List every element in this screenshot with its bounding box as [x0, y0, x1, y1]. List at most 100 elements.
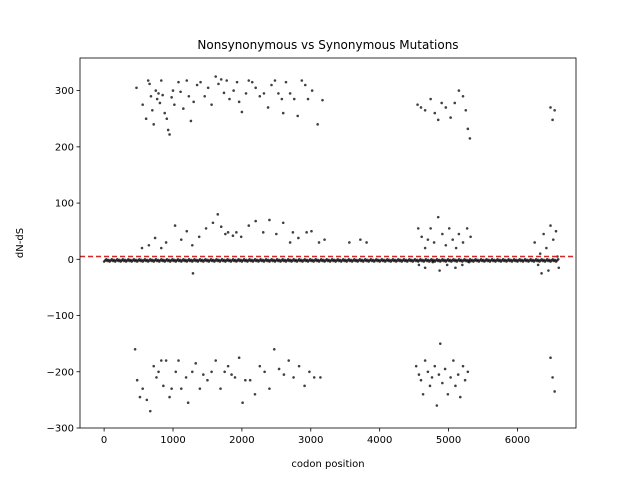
- scatter-point: [296, 114, 299, 118]
- scatter-point: [232, 89, 235, 92]
- scatter-point: [457, 232, 461, 236]
- scatter-point: [457, 89, 461, 92]
- scatter-point: [230, 373, 233, 376]
- scatter-point: [184, 376, 188, 379]
- scatter-point: [135, 86, 138, 90]
- baseline-point: [556, 258, 560, 261]
- scatter-point: [162, 384, 165, 388]
- scatter-point: [465, 227, 469, 230]
- scatter-point: [141, 387, 144, 390]
- y-tick-label: 0: [68, 255, 74, 266]
- scatter-point: [219, 78, 223, 81]
- scatter-point: [166, 128, 170, 132]
- scatter-point: [224, 232, 227, 236]
- scatter-point: [453, 101, 457, 105]
- scatter-point: [446, 392, 450, 396]
- x-tick-label: 5000: [436, 435, 461, 446]
- scatter-point: [440, 101, 443, 105]
- scatter-point: [250, 80, 254, 84]
- scatter-point: [148, 82, 151, 86]
- scatter-point: [549, 224, 552, 227]
- scatter-point: [171, 89, 175, 92]
- scatter-point: [157, 92, 160, 95]
- scatter-point: [141, 103, 144, 106]
- scatter-point: [365, 241, 368, 244]
- scatter-point: [149, 94, 153, 98]
- scatter-point: [292, 376, 295, 379]
- scatter-point: [536, 263, 540, 267]
- scatter-point: [217, 82, 220, 86]
- scatter-point: [435, 404, 439, 407]
- scatter-point: [270, 83, 273, 87]
- scatter-point: [191, 272, 195, 275]
- scatter-point: [466, 370, 470, 374]
- scatter-point: [319, 376, 322, 379]
- scatter-point: [444, 243, 448, 247]
- scatter-point: [203, 94, 206, 98]
- scatter-point: [547, 269, 550, 272]
- scatter-point: [303, 384, 306, 388]
- scatter-point: [421, 392, 425, 396]
- scatter-point: [248, 378, 252, 382]
- scatter-point: [312, 376, 316, 379]
- scatter-point: [237, 100, 241, 104]
- scatter-point: [187, 94, 191, 98]
- scatter-point: [461, 94, 465, 98]
- scatter-point: [321, 98, 324, 102]
- scatter-point: [155, 376, 158, 379]
- scatter-point: [436, 118, 440, 122]
- scatter-point: [437, 373, 441, 376]
- scatter-point: [253, 392, 257, 396]
- scatter-point: [226, 364, 230, 368]
- scatter-point: [461, 263, 464, 267]
- scatter-point: [441, 232, 444, 236]
- scatter-point: [268, 218, 271, 222]
- scatter-point: [151, 108, 154, 112]
- scatter-point: [173, 224, 177, 227]
- scatter-point: [195, 83, 199, 87]
- scatter-point: [222, 91, 226, 95]
- scatter-point: [219, 225, 223, 228]
- scatter-point: [190, 370, 194, 374]
- scatter-point: [417, 373, 421, 376]
- scatter-point: [454, 246, 458, 250]
- scatter-point: [233, 376, 237, 379]
- scatter-point: [348, 241, 351, 244]
- scatter-point: [198, 387, 202, 390]
- scatter-point: [240, 110, 244, 114]
- scatter-point: [554, 229, 558, 233]
- scatter-point: [152, 123, 156, 126]
- scatter-point: [152, 364, 156, 368]
- scatter-point: [262, 92, 266, 95]
- scatter-point: [416, 227, 420, 230]
- scatter-point: [192, 100, 195, 104]
- scatter-point: [277, 367, 281, 371]
- chart-title: Nonsynonymous vs Synonymous Mutations: [197, 38, 458, 52]
- scatter-point: [438, 269, 441, 272]
- x-tick-label: 4000: [367, 435, 392, 446]
- scatter-point: [225, 79, 229, 82]
- scatter-point: [423, 108, 427, 112]
- x-tick-label: 6000: [505, 435, 530, 446]
- scatter-point: [419, 378, 423, 382]
- y-tick-label: 100: [55, 199, 74, 210]
- x-tick-label: 2000: [229, 435, 254, 446]
- scatter-point: [557, 266, 561, 270]
- scatter-point: [423, 359, 427, 362]
- scatter-point: [163, 111, 167, 115]
- scatter-point: [282, 373, 286, 376]
- scatter-point: [464, 108, 468, 112]
- scatter-point: [148, 409, 152, 413]
- scatter-point: [204, 227, 208, 230]
- scatter-point: [185, 79, 189, 82]
- scatter-point: [219, 387, 222, 390]
- scatter-point: [316, 123, 319, 126]
- scatter-point: [168, 395, 171, 399]
- scatter-point: [317, 241, 321, 244]
- scatter-point: [308, 370, 311, 374]
- scatter-point: [287, 359, 291, 362]
- scatter-point: [423, 246, 427, 250]
- scatter-point: [458, 395, 462, 399]
- scatter-point: [423, 266, 427, 270]
- scatter-point: [445, 263, 449, 267]
